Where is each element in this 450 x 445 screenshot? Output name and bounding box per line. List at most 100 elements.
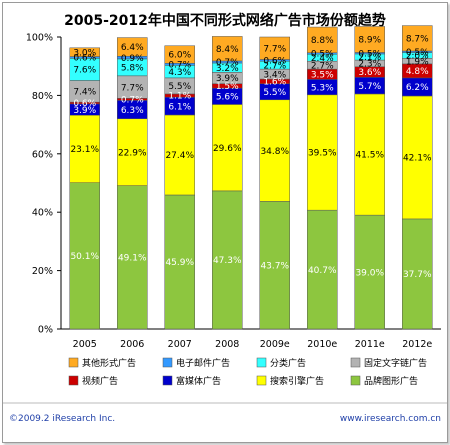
data-label: 3.4% (263, 70, 286, 80)
bar-segment (164, 194, 195, 330)
data-label: 7.7% (121, 83, 144, 93)
data-label: 5.8% (121, 64, 144, 74)
data-label: 0.5% (406, 48, 429, 58)
bar-segment (259, 201, 290, 330)
legend-item: 分类广告 (256, 357, 306, 369)
data-label: 3.9% (216, 74, 239, 84)
data-label: 0.5% (358, 49, 381, 59)
data-label: 6.3% (121, 106, 144, 116)
bar-segment (354, 93, 385, 216)
data-label: 3.2% (216, 64, 239, 74)
data-label: 22.9% (118, 148, 147, 158)
data-label: 0.7% (216, 58, 239, 68)
data-label: 6.0% (168, 51, 191, 61)
bar-segment (69, 115, 100, 183)
data-label: 3.5% (311, 70, 334, 80)
legend-item: 电子邮件广告 (162, 357, 230, 369)
data-label: 2.7% (263, 61, 286, 71)
data-label: 0.6% (263, 57, 286, 67)
legend-label: 电子邮件广告 (176, 357, 230, 369)
y-tick-label: 0% (38, 325, 53, 336)
data-label: 50.1% (70, 252, 99, 262)
data-label: 2.0% (406, 52, 429, 62)
value-labels-layer: 50.1%23.1%3.9%0.6%7.4%7.6%0.6%3.0%49.1%2… (70, 35, 432, 281)
legend-label: 视频广告 (82, 375, 118, 387)
data-label: 8.9% (358, 36, 381, 46)
bar-segment (307, 94, 338, 211)
bar-segment (69, 182, 100, 330)
bar-segment (307, 209, 338, 330)
data-label: 29.6% (213, 144, 242, 154)
legend-label: 分类广告 (270, 357, 306, 369)
x-tick-label: 2012e (402, 339, 432, 350)
bar-segment (402, 25, 433, 52)
legend-swatch (256, 375, 267, 386)
legend-item: 搜索引擎广告 (256, 375, 324, 387)
legend-swatch (68, 375, 79, 386)
bar-segment (164, 45, 195, 64)
bar-segment (402, 95, 433, 220)
legend-label: 品牌图形广告 (364, 375, 418, 387)
bar-segment (307, 26, 338, 54)
data-label: 1.6% (263, 78, 286, 88)
data-label: 3.6% (358, 68, 381, 78)
data-label: 7.4% (73, 88, 96, 98)
x-tick-label: 2007 (168, 339, 192, 350)
data-label: 6.2% (406, 83, 429, 93)
data-label: 4.3% (168, 68, 191, 78)
bar-segment (212, 190, 243, 330)
legend-item: 其他形式广告 (68, 357, 136, 369)
legend-item: 品牌图形广告 (350, 375, 418, 387)
y-tick-label: 60% (32, 149, 53, 160)
x-tick-label: 2009e (260, 339, 290, 350)
data-label: 2.3% (358, 60, 381, 70)
bar-segment (354, 214, 385, 330)
data-label: 39.0% (355, 268, 384, 278)
data-label: 5.5% (168, 82, 191, 92)
legend-swatch (256, 357, 267, 368)
bar-segment (259, 99, 290, 202)
bar-segment (212, 104, 243, 192)
bars-layer (69, 25, 433, 330)
bar-segment (69, 47, 100, 57)
data-label: 37.7% (403, 270, 432, 280)
bar-segment (212, 36, 243, 62)
data-label: 8.7% (406, 35, 429, 45)
bar-segment (164, 114, 195, 196)
data-label: 2.7% (311, 61, 334, 71)
data-label: 0.6% (73, 99, 96, 109)
y-tick-label: 20% (32, 266, 53, 277)
data-label: 34.8% (260, 147, 289, 157)
data-label: 8.8% (311, 36, 334, 46)
data-label: 41.5% (355, 151, 384, 161)
data-label: 2.4% (311, 54, 334, 64)
data-label: 0.7% (168, 61, 191, 71)
stacked-bar-chart: 2005-2012年中国不同形式网络广告市场份额趋势 0% 20% 40% 60% 80… (3, 12, 447, 424)
data-label: 1.1% (168, 92, 191, 102)
legend-item: 视频广告 (68, 375, 118, 387)
chart-title: 2005-2012年中国不同形式网络广告市场份额趋势 (64, 12, 386, 29)
data-label: 3.9% (73, 106, 96, 116)
data-label: 23.1% (70, 145, 99, 155)
data-label: 43.7% (260, 261, 289, 271)
data-label: 6.1% (168, 102, 191, 112)
data-label: 42.1% (403, 154, 432, 164)
axis-layer: 0% 20% 40% 60% 80% 100% 2005 2006 2007 2008 2009e 2… (26, 33, 441, 350)
data-label: 39.5% (308, 149, 337, 159)
data-label: 5.6% (216, 92, 239, 102)
x-tick-label: 2005 (73, 339, 97, 350)
legend-label: 富媒体广告 (176, 375, 221, 387)
copyright-text: ©2009.2 iResearch Inc. (9, 414, 115, 424)
data-label: 3.0% (73, 48, 96, 58)
bar-segment (402, 218, 433, 330)
data-label: 0.6% (73, 54, 96, 64)
data-label: 4.8% (406, 67, 429, 77)
legend-item: 固定文字链广告 (350, 357, 427, 369)
x-tick-label: 2008 (215, 339, 239, 350)
x-tick-label: 2006 (120, 339, 144, 350)
x-tick-label: 2010e (307, 339, 337, 350)
data-label: 27.4% (165, 151, 194, 161)
y-tick-label: 80% (32, 91, 53, 102)
data-label: 6.4% (121, 43, 144, 53)
